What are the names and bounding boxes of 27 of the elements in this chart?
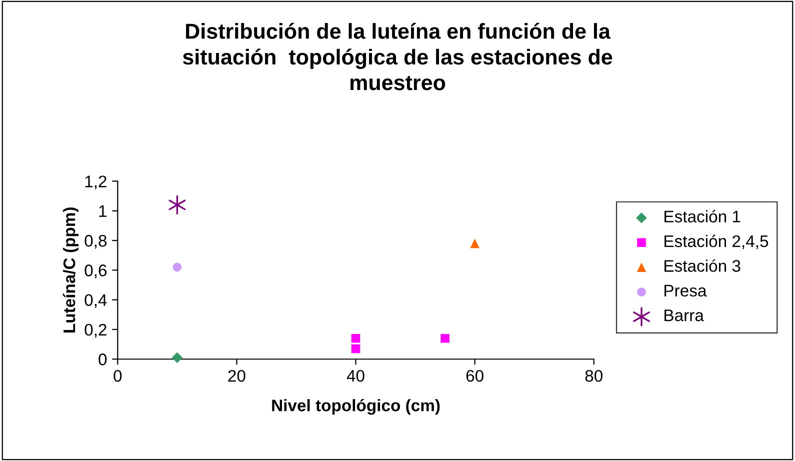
point [172,262,182,272]
point [470,238,480,248]
y-tick-label: 0,8 [84,234,107,249]
point [168,195,186,215]
y-tick-label: 1 [99,205,106,217]
x-tick-label: 40 [346,370,364,382]
y-tick-label: 1,2 [85,176,106,190]
legend-label: Estación 3 [664,259,740,272]
legend-label: Estación 1 [664,210,740,222]
x-tick-label: 80 [585,370,602,382]
y-tick-label: 0 [98,354,107,366]
x-axis-title: Nivel topológico (cm) [272,398,440,415]
point [440,334,450,343]
legend-label: Estación 2,4,5 [664,234,768,250]
point [351,344,360,354]
point [172,352,183,364]
y-tick-label: 0,2 [84,324,106,338]
y-tick-label: 0,6 [84,264,107,278]
x-tick-label: 0 [114,370,122,382]
y-tick-label: 0,4 [84,294,107,308]
x-tick-label: 20 [228,370,246,382]
chart-title: Distribución de la luteína en función de la situación topológica de las estaciones de muestreo [182,22,612,90]
x-tick-label: 60 [466,370,484,382]
point [351,334,360,343]
y-axis-title: Luteína/C (ppm) [62,208,79,332]
legend-label: Barra [664,310,704,322]
legend-label: Presa [664,284,707,297]
